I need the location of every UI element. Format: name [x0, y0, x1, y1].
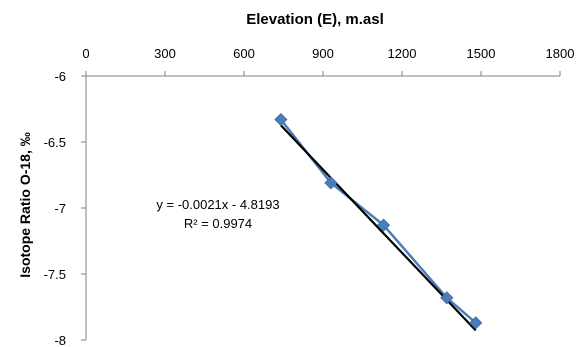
y-tick-label: -6.5	[44, 135, 66, 150]
trendline-equation: y = -0.0021x - 4.8193	[156, 197, 279, 212]
y-tick-label: -7	[54, 201, 66, 216]
plot-area: 0 300 600 900 1200 1500 1800 -6 -6.5 -7 -7.5 -8	[44, 46, 575, 347]
chart-title: Elevation (E), m.asl	[246, 11, 384, 28]
data-point	[274, 112, 288, 127]
r-squared-label: R² = 0.9974	[184, 216, 252, 231]
x-tick-label: 1200	[388, 46, 417, 61]
x-tick-label: 1500	[467, 46, 496, 61]
x-tick-label: 0	[82, 46, 89, 61]
x-tick-label: 300	[154, 46, 176, 61]
x-tick-label: 1800	[546, 46, 575, 61]
y-tick-label: -6	[54, 69, 66, 84]
data-point	[324, 176, 338, 190]
x-tick-label: 600	[233, 46, 255, 61]
y-axis-label: Isotope Ratio O-18, ‰	[17, 132, 33, 277]
data-point	[469, 316, 483, 330]
x-tick-label: 900	[312, 46, 334, 61]
data-point	[440, 291, 454, 305]
data-point	[377, 218, 391, 232]
y-tick-label: -8	[54, 333, 66, 347]
y-tick-label: -7.5	[44, 267, 66, 282]
